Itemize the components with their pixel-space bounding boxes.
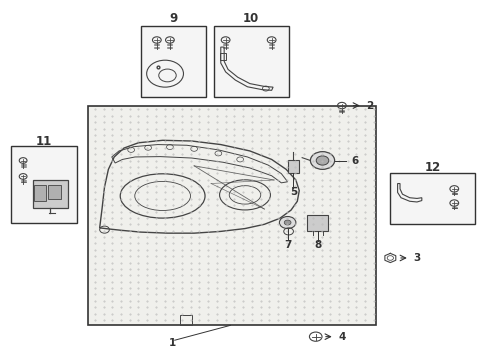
Bar — [141, 26, 206, 97]
Text: 5: 5 — [290, 187, 297, 197]
Bar — [214, 26, 289, 97]
Text: 7: 7 — [284, 239, 292, 249]
Circle shape — [310, 152, 335, 169]
Bar — [34, 185, 47, 201]
Bar — [220, 53, 225, 60]
Bar — [180, 315, 192, 325]
Bar — [33, 180, 68, 208]
Bar — [88, 105, 376, 325]
Text: 9: 9 — [169, 12, 177, 25]
Bar — [48, 185, 61, 199]
Text: 6: 6 — [352, 156, 359, 166]
Text: 11: 11 — [36, 135, 52, 148]
Circle shape — [279, 216, 296, 229]
Circle shape — [316, 156, 329, 165]
Bar — [391, 173, 475, 224]
Text: 4: 4 — [339, 332, 346, 342]
Text: 1: 1 — [169, 338, 176, 348]
Text: 10: 10 — [243, 12, 259, 25]
Bar — [88, 105, 376, 325]
Circle shape — [284, 220, 291, 225]
Bar — [11, 146, 77, 222]
Text: 8: 8 — [314, 240, 321, 250]
Text: 2: 2 — [366, 100, 373, 111]
Bar — [288, 160, 299, 173]
Bar — [307, 215, 328, 231]
Text: 3: 3 — [414, 253, 421, 263]
Text: 12: 12 — [424, 161, 441, 174]
